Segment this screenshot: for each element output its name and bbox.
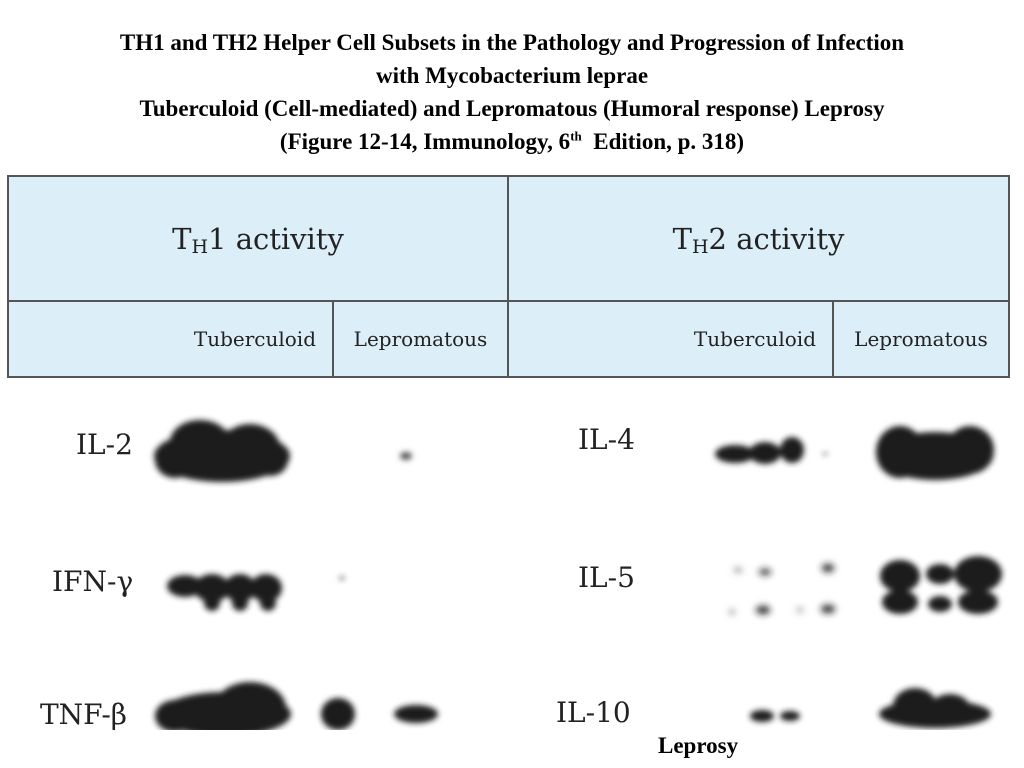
th1-lepromatous-column: Lepromatous [334, 302, 509, 376]
band-ifng-tuberculoid [167, 574, 282, 611]
th2-rest: 2 activity [708, 221, 845, 256]
title-line-1: TH1 and TH2 Helper Cell Subsets in the P… [119, 30, 905, 55]
th2-t: T [672, 221, 692, 256]
label-il-2: IL-2 [76, 428, 133, 461]
th1-rest: 1 activity [208, 221, 344, 256]
band-ifng-lepromatous [339, 576, 345, 580]
band-il5-tuberculoid [729, 564, 835, 614]
th1-t: T [172, 221, 192, 256]
label-il-4: IL-4 [578, 423, 635, 456]
title-line-2: with Mycobacterium leprae [375, 63, 649, 88]
band-tnfb-tuberculoid [155, 682, 291, 730]
label-tnf-beta: TNF-β [40, 698, 127, 731]
figure-title: TH1 and TH2 Helper Cell Subsets in the P… [0, 26, 1024, 158]
label-il-10: IL-10 [556, 696, 631, 729]
band-il4-lepromatous [876, 426, 994, 480]
blot-bands [154, 420, 1002, 730]
band-tnfb-lepromatous-1 [321, 698, 355, 730]
northern-blot-image [0, 390, 1024, 730]
th2-lepromatous-column: Lepromatous [854, 327, 988, 351]
th2-tuberculoid-column: Tuberculoid [509, 302, 834, 376]
title-line-4-pre: (Figure 12-14, Immunology, 6 [279, 129, 571, 154]
title-line-4-post: Edition, p. 318) [581, 129, 745, 154]
leprosy-label: Leprosy [658, 733, 739, 758]
title-line-4-sup: th [570, 128, 582, 144]
band-il2-lepromatous [400, 452, 412, 460]
label-il-5: IL-5 [578, 561, 635, 594]
band-il5-lepromatous [880, 556, 1002, 614]
band-il4-tuberculoid [715, 437, 804, 464]
th1-tuberculoid-column: Tuberculoid [9, 302, 334, 376]
title-line-4: (Figure 12-14, Immunology, 6th Edition, … [0, 125, 1024, 158]
band-il10-lepromatous [879, 688, 991, 728]
label-ifn-gamma: IFN-γ [52, 565, 134, 598]
th1-subscript: H [191, 235, 209, 258]
th2-subscript: H [691, 235, 709, 258]
band-il10-tuberculoid [750, 710, 800, 722]
title-line-3: Tuberculoid (Cell-mediated) and Lepromat… [139, 96, 885, 121]
band-tnfb-lepromatous-2 [394, 705, 438, 723]
band-il2-tuberculoid [154, 420, 290, 482]
